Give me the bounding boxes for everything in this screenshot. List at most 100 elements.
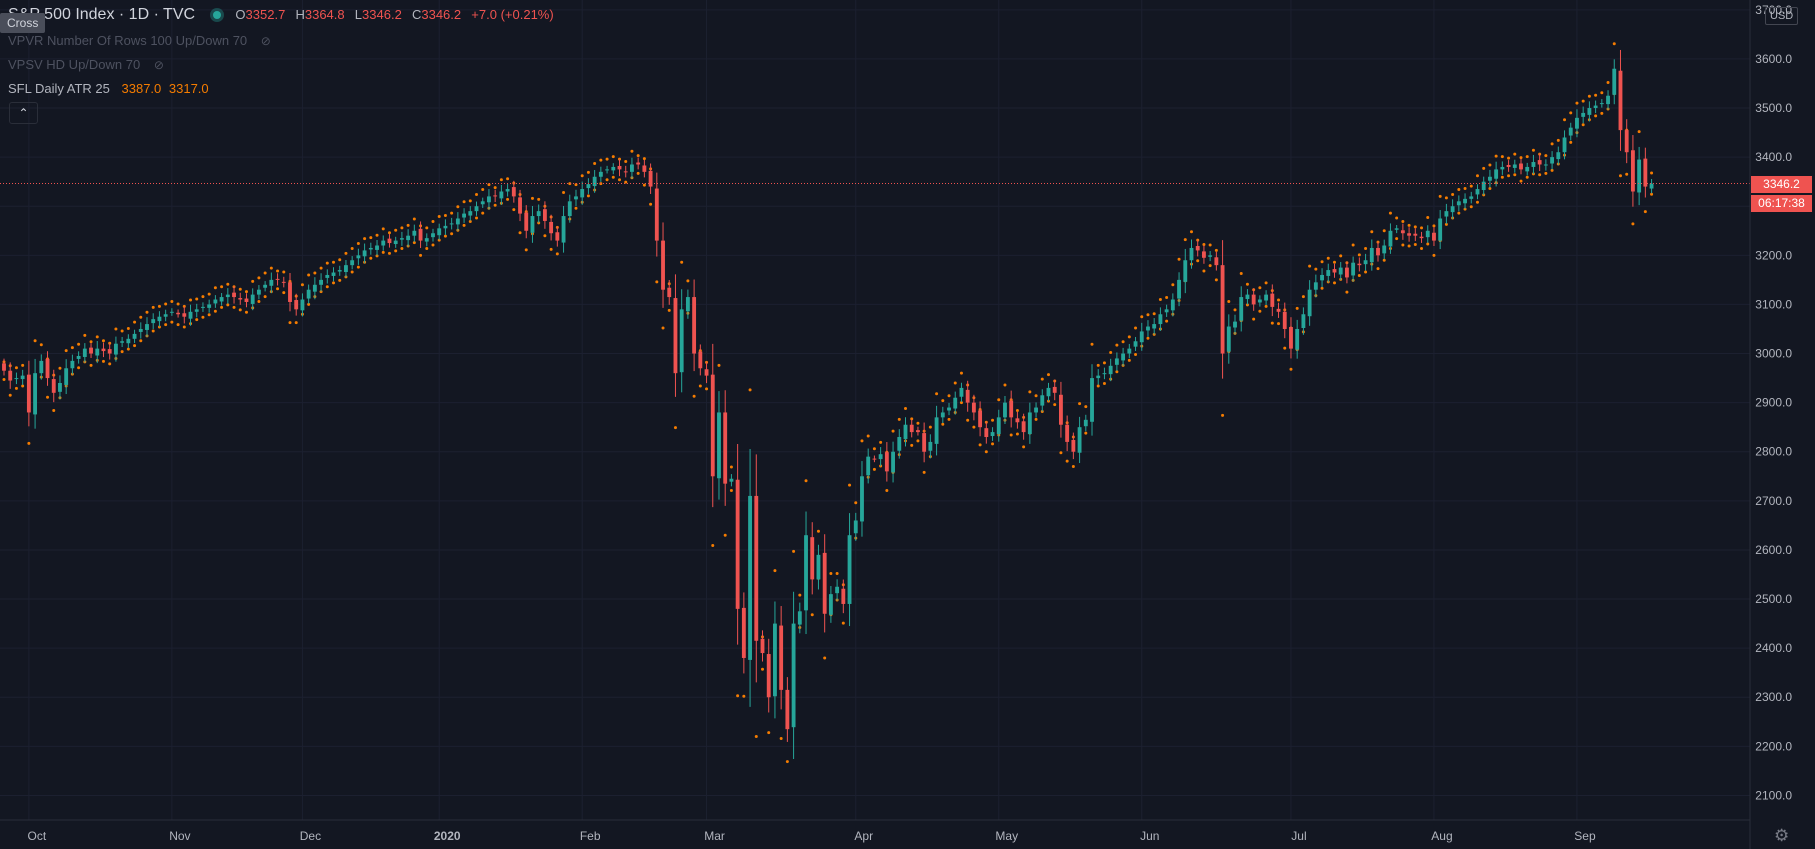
candle-body [909, 424, 914, 433]
atr-stop-upper [1482, 166, 1486, 170]
atr-stop-upper [1401, 219, 1405, 223]
atr-stop-lower [120, 350, 124, 354]
candle-body [418, 228, 423, 241]
atr-stop-upper [425, 226, 429, 230]
indicator-sfl[interactable]: SFL Daily ATR 25 3387.0 3317.0 [8, 81, 209, 96]
eye-off-icon[interactable]: ⊘ [153, 58, 164, 72]
candle-body [1121, 353, 1126, 361]
candle-body [1152, 324, 1157, 329]
atr-stop-lower [1507, 174, 1511, 178]
atr-stop-upper [64, 349, 68, 353]
atr-stop-upper [1500, 155, 1504, 159]
candle-body [785, 689, 790, 730]
atr-stop-upper [344, 251, 348, 255]
atr-stop-lower [1488, 187, 1492, 191]
atr-stop-upper [114, 327, 118, 331]
atr-stop-lower [972, 425, 976, 429]
atr-stop-upper [1121, 340, 1125, 344]
atr-stop-upper [1507, 156, 1511, 160]
candles [2, 49, 1654, 759]
candle-body [1301, 314, 1306, 328]
atr-stop-lower [711, 544, 715, 548]
atr-stop-upper [257, 276, 261, 280]
candle-body [947, 407, 951, 411]
atr-stop-upper [1015, 408, 1019, 412]
atr-stop-lower [636, 171, 640, 175]
candle-body [561, 216, 566, 243]
candle-body [630, 164, 634, 172]
candle-body [145, 324, 149, 330]
atr-stop-upper [213, 286, 217, 290]
candle-body [325, 274, 330, 278]
atr-stop-lower [332, 281, 336, 285]
candle-body [897, 437, 902, 451]
atr-stop-upper [282, 270, 286, 274]
crosshair-mode-tag[interactable]: Cross [0, 13, 46, 33]
candle-body [1295, 328, 1300, 350]
atr-stop-upper [313, 271, 317, 275]
atr-stop-lower [966, 418, 970, 422]
candle-body [1183, 260, 1188, 282]
atr-stop-upper [1600, 91, 1604, 95]
atr-stop-upper [897, 417, 901, 421]
atr-stop-upper [1332, 260, 1336, 264]
atr-stop-upper [1395, 216, 1399, 220]
eye-off-icon[interactable]: ⊘ [260, 34, 271, 48]
candle-body [1021, 421, 1026, 433]
atr-stop-upper [928, 425, 932, 429]
atr-stop-upper [872, 447, 876, 451]
atr-stop-upper [201, 295, 205, 299]
candle-body [1015, 418, 1020, 423]
atr-stop-upper [176, 302, 180, 306]
atr-stop-lower [667, 308, 671, 312]
candle-body [101, 348, 106, 352]
atr-stop-lower [742, 694, 746, 698]
atr-stop-upper [1277, 298, 1281, 302]
indicator-vpsv[interactable]: VPSV HD Up/Down 70 ⊘ [8, 57, 164, 72]
atr-stop-lower [785, 760, 789, 764]
high-label: H [295, 7, 305, 22]
atr-stop-lower [518, 231, 522, 235]
candle-body [449, 223, 454, 225]
atr-stop-lower [624, 180, 628, 184]
currency-label[interactable]: USD [1765, 7, 1799, 25]
candle-body [157, 316, 162, 322]
candle-body [487, 196, 491, 203]
atr-stop-lower [767, 731, 771, 735]
atr-stop-lower [1519, 179, 1523, 183]
time-axis[interactable]: Oct Nov Dec 2020 Feb Mar Apr May Jun Jul Aug Sep [28, 829, 1596, 843]
atr-stop-lower [1084, 431, 1088, 435]
candle-body [530, 216, 535, 233]
atr-stop-lower [1357, 273, 1361, 277]
atr-stop-upper [630, 149, 634, 153]
candle-body [474, 206, 479, 212]
candle-body [903, 424, 908, 439]
candle-body [238, 298, 243, 300]
atr-stop-lower [157, 325, 161, 329]
atr-stop-upper [1469, 184, 1473, 188]
candle-body [1208, 255, 1213, 257]
atr-stop-upper [1563, 118, 1567, 122]
atr-stop-upper [456, 205, 460, 209]
collapse-legend-button[interactable]: ⌃ [9, 102, 38, 124]
candle-body [1108, 365, 1113, 375]
symbol-title[interactable]: S&P 500 Index · 1D · TVC [8, 6, 196, 23]
atr-stop-lower [282, 291, 286, 295]
indicator-vpvr[interactable]: VPVR Number Of Rows 100 Up/Down 70 ⊘ [8, 33, 271, 48]
candle-body [1388, 230, 1393, 247]
atr-stop-lower [1618, 174, 1622, 178]
atr-stop-lower [1550, 168, 1554, 172]
atr-stop-upper [89, 340, 93, 344]
atr-stop-upper [580, 174, 584, 178]
atr-stop-upper [437, 215, 441, 219]
gear-icon[interactable]: ⚙ [1774, 826, 1790, 845]
atr-stop-upper [530, 196, 534, 200]
price-tick-label: 2500.0 [1755, 592, 1792, 606]
atr-stop-upper [1177, 257, 1181, 261]
atr-stop-upper [1550, 142, 1554, 146]
atr-stop-lower [307, 302, 311, 306]
atr-stop-upper [1208, 243, 1212, 247]
price-axis[interactable]: 2100.0 2200.0 2300.0 2400.0 2500.0 2600.0 2700… [1755, 3, 1792, 803]
price-tick-label: 3200.0 [1755, 248, 1792, 262]
